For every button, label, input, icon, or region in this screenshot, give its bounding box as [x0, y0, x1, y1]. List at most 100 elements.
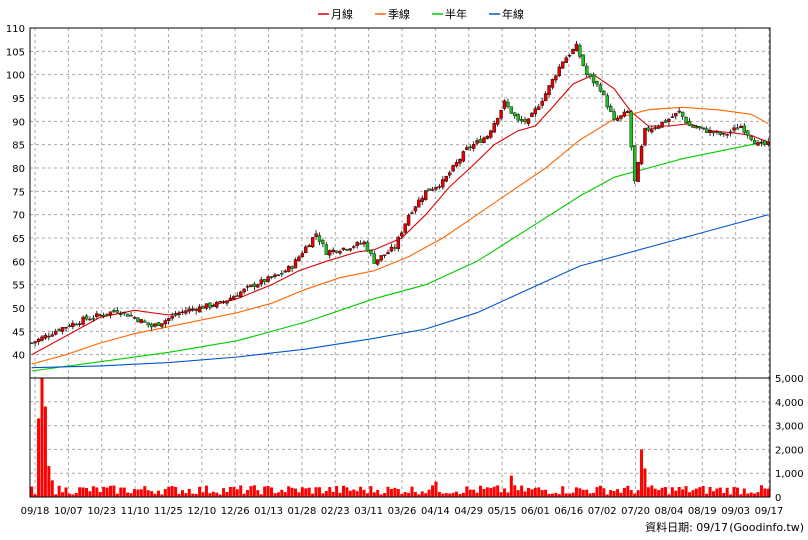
candle-body [396, 236, 400, 249]
candle-body [221, 301, 226, 303]
volume-bar [78, 487, 82, 497]
volume-bar [694, 488, 698, 497]
volume-bar [198, 486, 202, 497]
candle-body [585, 65, 589, 75]
candle-body [252, 283, 257, 287]
candle-body [742, 125, 747, 133]
volume-bar [276, 492, 280, 497]
candle-body [626, 111, 630, 114]
candle-body [708, 130, 712, 133]
price-tick-label: 45 [12, 327, 25, 338]
candle-body [170, 315, 174, 319]
volume-bar [725, 487, 729, 497]
volume-bar [273, 493, 277, 497]
volume-bar [352, 489, 356, 497]
volume-bar [126, 492, 130, 497]
volume-tick-label: 0 [775, 493, 781, 504]
volume-bar [465, 486, 469, 497]
volume-bar [156, 490, 160, 497]
volume-bar [479, 485, 483, 497]
candle-body [475, 140, 479, 144]
price-tick-label: 65 [12, 234, 25, 245]
candle-body [759, 141, 764, 144]
candle-body [345, 249, 349, 251]
candle-body [602, 90, 606, 96]
candle-body [691, 125, 695, 128]
date-tick-label: 12/26 [221, 506, 250, 517]
candle-body [376, 259, 380, 265]
candle-body [84, 315, 89, 320]
candle-body [718, 132, 723, 135]
volume-bar [746, 493, 750, 497]
chart-legend: 月線 季線 半年 年線 [318, 7, 524, 21]
volume-bar [749, 492, 753, 497]
price-tick-label: 55 [12, 281, 25, 292]
volume-bar [657, 490, 661, 497]
volume-bar [129, 493, 133, 497]
candle-body [204, 303, 209, 309]
volume-bar [410, 486, 414, 497]
volume-bar [417, 494, 421, 497]
legend-label-2: 半年 [445, 7, 467, 21]
volume-bar [711, 491, 715, 497]
volume-bar [393, 487, 397, 497]
candle-body [663, 120, 668, 123]
price-tick-label: 105 [6, 47, 25, 58]
candle-body [629, 111, 633, 148]
candle-body [245, 286, 250, 288]
volume-bars [30, 378, 770, 497]
candle-body [304, 246, 308, 254]
candle-body [561, 61, 565, 69]
volume-bar [489, 487, 493, 497]
candle-body [191, 308, 195, 311]
candle-body [393, 247, 397, 249]
volume-bar [105, 487, 109, 497]
candle-body [314, 233, 318, 237]
candle-body [122, 312, 126, 314]
volume-bar [379, 494, 383, 497]
volume-tick-label: 4,000 [775, 398, 804, 409]
volume-bar [328, 487, 332, 497]
candle-body [262, 279, 267, 283]
volume-bar [386, 486, 390, 497]
candle-body [677, 110, 681, 113]
volume-bar [520, 485, 524, 497]
volume-bar [619, 492, 623, 497]
volume-bar [578, 488, 582, 497]
candle-body [441, 179, 445, 188]
candle-body [495, 117, 500, 125]
candle-body [334, 250, 339, 253]
volume-bar [57, 485, 61, 497]
candle-body [639, 145, 644, 165]
date-tick-label: 02/23 [321, 506, 350, 517]
volume-bar [307, 487, 311, 497]
candle-body [208, 302, 212, 308]
candle-body [238, 291, 243, 298]
candle-body [379, 255, 383, 261]
candle-body [310, 237, 315, 248]
volume-bar [458, 494, 462, 497]
candle-body [554, 75, 558, 81]
volume-bar [211, 491, 215, 497]
candle-body [352, 246, 356, 248]
candle-body [680, 111, 685, 117]
candle-body [369, 250, 373, 254]
candle-body [766, 141, 770, 145]
volume-bar [67, 493, 71, 497]
volume-bar [653, 488, 657, 497]
volume-bar [139, 489, 143, 497]
volume-bar [246, 490, 250, 497]
candle-body [437, 186, 442, 188]
volume-bar [263, 486, 267, 497]
candle-body [410, 212, 414, 214]
volume-bar [472, 489, 476, 497]
candle-body [328, 250, 332, 256]
volume-bar [71, 494, 75, 497]
volume-bar [33, 494, 37, 497]
volume-bar [742, 488, 746, 497]
volume-bar [112, 485, 116, 497]
candle-body [417, 199, 421, 208]
volume-bar [722, 492, 726, 497]
volume-bar [317, 487, 321, 497]
volume-bar [362, 489, 366, 497]
